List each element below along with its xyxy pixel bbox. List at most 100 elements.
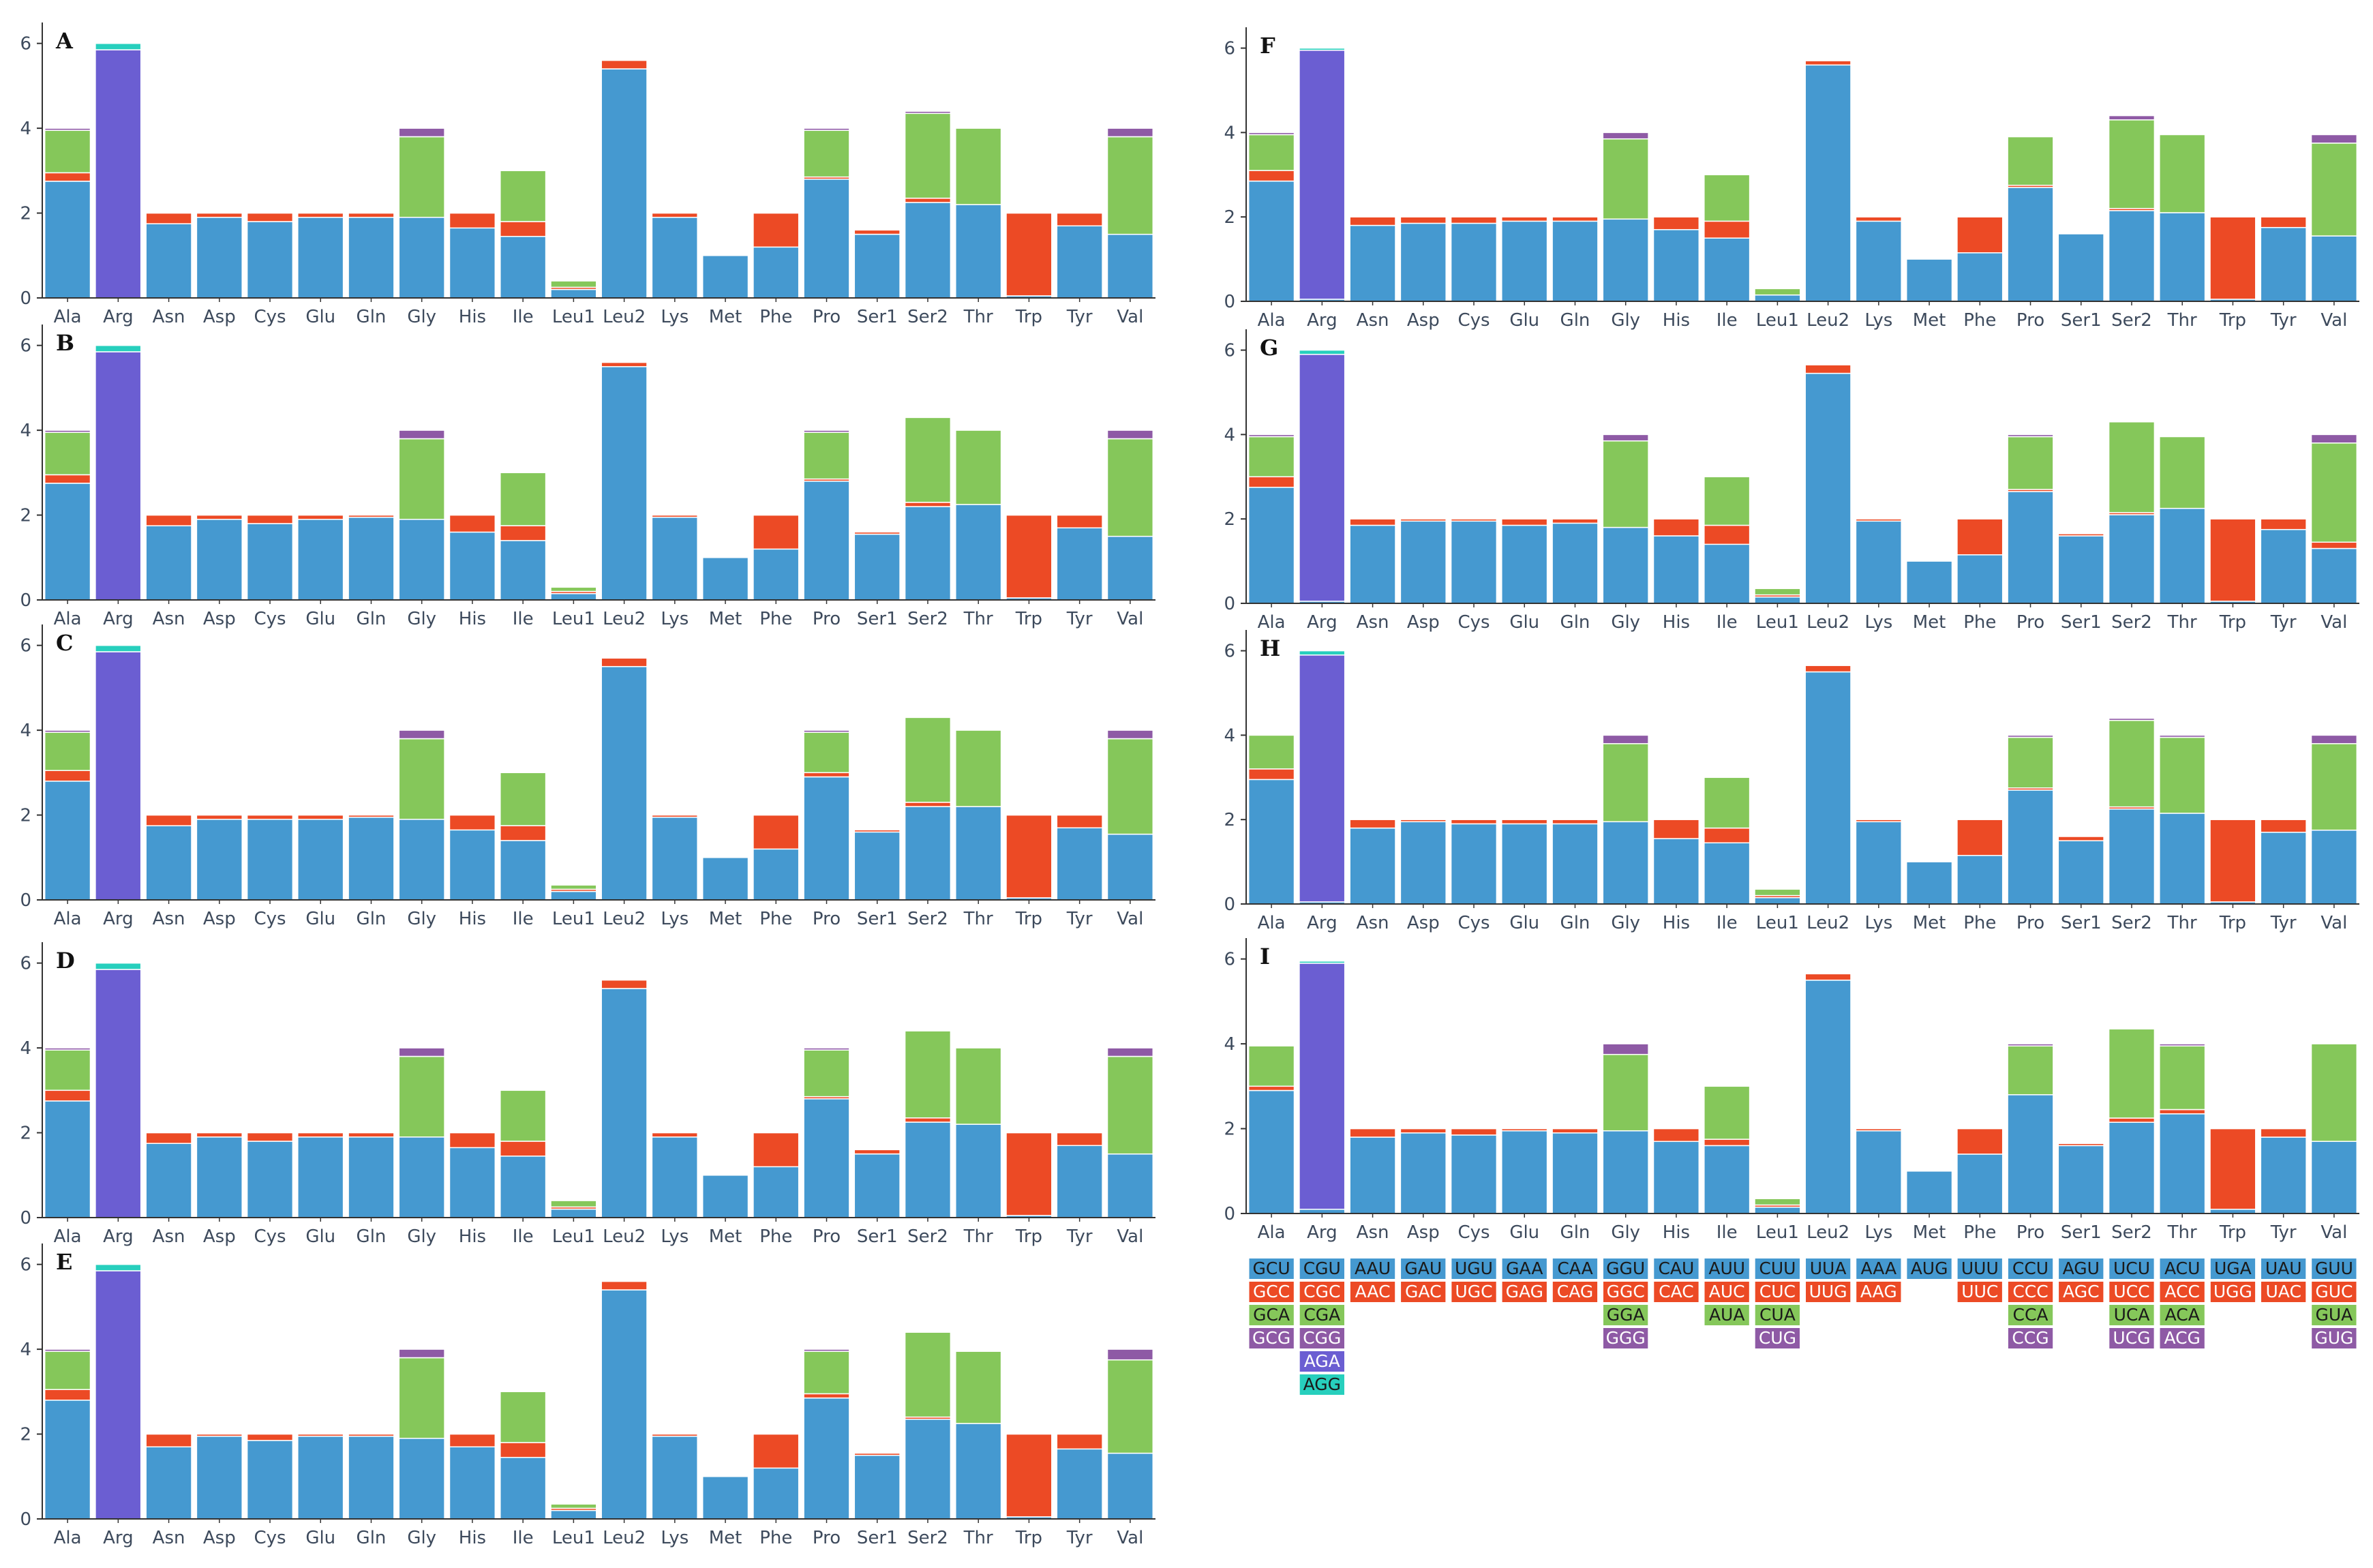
bar-val-seg4 <box>1106 1047 1154 1057</box>
bar-tyr-seg1 <box>2260 226 2307 302</box>
x-tick-label-ser1: Ser1 <box>857 1528 898 1548</box>
bar-cys-seg1 <box>1450 222 1498 302</box>
codon-guc: GUC <box>2312 1282 2357 1302</box>
bar-leu2-seg1 <box>1804 980 1851 1214</box>
bar-val-seg1 <box>1106 535 1154 601</box>
bar-gln-seg2 <box>1552 819 1599 825</box>
bar-glu-seg2 <box>297 514 344 520</box>
codon-uga: UGA <box>2210 1258 2256 1279</box>
x-tick-label-tyr: Tyr <box>2270 913 2297 933</box>
bar-met-seg1 <box>701 1476 749 1520</box>
codon-swatch <box>1755 1328 1800 1348</box>
bar-ser1-seg2 <box>2057 533 2104 537</box>
bar-tyr-seg2 <box>1056 1433 1103 1450</box>
codon-swatch <box>1401 1282 1446 1302</box>
bar-val-seg3 <box>1106 1359 1154 1454</box>
codon-cgc: CGC <box>1299 1282 1344 1302</box>
x-tick-label-cys: Cys <box>1457 913 1490 933</box>
bar-ile-seg2 <box>1704 524 1751 545</box>
x-tick-label-leu2: Leu2 <box>603 909 646 929</box>
panel-label: E <box>56 1249 72 1275</box>
x-tick-label-gln: Gln <box>357 1226 387 1247</box>
bar-glu-seg2 <box>297 1132 344 1138</box>
bar-gln-seg1 <box>348 1136 395 1218</box>
codon-swatch <box>1299 1374 1344 1395</box>
codon-swatch <box>2312 1258 2357 1279</box>
x-tick-label-thr: Thr <box>963 307 993 327</box>
bar-leu1-seg3 <box>550 1503 597 1509</box>
codon-label: UGC <box>1455 1282 1492 1301</box>
y-tick-label: 4 <box>1224 1034 1235 1055</box>
bar-tyr-seg2 <box>2260 819 2307 833</box>
codon-label: CUU <box>1759 1258 1796 1278</box>
bar-cys-seg1 <box>1450 1134 1498 1214</box>
codon-swatch <box>1704 1258 1749 1279</box>
x-tick-label-val: Val <box>2321 913 2347 933</box>
codon-label: AUC <box>1709 1282 1745 1301</box>
x-tick-label-glu: Glu <box>305 1226 335 1247</box>
bar-val-seg1 <box>2310 1141 2358 1214</box>
y-tick-label: 4 <box>1224 725 1235 746</box>
codon-label: UCG <box>2113 1328 2150 1348</box>
codon-ccc: CCC <box>2008 1282 2053 1302</box>
x-tick-label-ser2: Ser2 <box>907 307 948 327</box>
bar-glu-seg2 <box>1501 1128 1548 1132</box>
codon-label: CGG <box>1303 1328 1341 1348</box>
x-tick-label-met: Met <box>709 307 742 327</box>
bar-glu-seg1 <box>1501 524 1548 604</box>
bar-gly-seg3 <box>1602 440 1649 528</box>
bar-pro-seg4 <box>2007 1043 2054 1046</box>
x-tick-label-pro: Pro <box>2016 612 2044 633</box>
codon-label: CUC <box>1759 1282 1796 1301</box>
x-tick-label-ala: Ala <box>1258 1222 1286 1243</box>
x-tick-label-thr: Thr <box>963 609 993 629</box>
bar-phe-seg1 <box>1956 855 2004 905</box>
bar-ala-seg1 <box>1248 1089 1295 1214</box>
codon-cag: CAG <box>1552 1282 1598 1302</box>
bar-thr-seg1 <box>955 1124 1002 1218</box>
x-tick-label-gln: Gln <box>1560 1222 1590 1243</box>
codon-swatch <box>1704 1282 1749 1302</box>
panel-h: 0 2 4 6 Ala Arg Asn Asp Cys Glu Gln Gly His Ile Leu1 Le… <box>1224 630 2359 933</box>
codon-swatch <box>1249 1305 1294 1325</box>
bar-arg-seg6 <box>1299 961 1346 964</box>
y-tick-label: 2 <box>20 806 31 826</box>
x-tick-label-val: Val <box>2321 1222 2347 1243</box>
bar-cys-seg1 <box>1450 520 1498 604</box>
x-tick-label-met: Met <box>709 909 742 929</box>
panel-label: A <box>55 28 74 54</box>
x-tick-label-pro: Pro <box>2016 310 2044 331</box>
x-tick-label-ile: Ile <box>1717 913 1738 933</box>
bar-ser1-seg2 <box>853 1452 901 1456</box>
y-tick-label: 4 <box>20 721 31 741</box>
bar-ser2-seg4 <box>904 110 952 115</box>
codon-label: AGU <box>2063 1258 2100 1278</box>
bar-glu-seg2 <box>1501 518 1548 526</box>
x-tick-label-cys: Cys <box>254 909 286 929</box>
bar-ala-seg2 <box>44 1089 91 1102</box>
bar-ala-seg1 <box>44 1100 91 1218</box>
y-tick-label: 2 <box>20 1124 31 1144</box>
bar-cys-seg2 <box>246 514 294 524</box>
x-tick-label-asp: Asp <box>1407 310 1440 331</box>
x-tick-label-leu2: Leu2 <box>603 1528 646 1548</box>
bar-arg-seg5 <box>95 49 142 299</box>
bar-ile-seg3 <box>500 1089 547 1142</box>
bar-arg-seg5 <box>1299 654 1346 903</box>
x-tick-label-ala: Ala <box>1258 310 1286 331</box>
y-tick-label: 4 <box>20 421 31 441</box>
bar-leu1-seg1 <box>1754 294 1801 302</box>
bar-his-seg1 <box>1652 838 1700 905</box>
bar-asn-seg1 <box>1349 224 1396 302</box>
bar-pro-seg3 <box>803 732 850 774</box>
bar-leu1-seg1 <box>550 890 597 901</box>
x-tick-label-met: Met <box>709 1226 742 1247</box>
bar-leu2-seg2 <box>1804 60 1851 66</box>
bar-gly-seg4 <box>398 127 445 138</box>
codon-swatch <box>2160 1282 2205 1302</box>
x-tick-label-ser1: Ser1 <box>2061 612 2102 633</box>
codon-cac: CAC <box>1654 1282 1699 1302</box>
x-tick-label-ala: Ala <box>54 1528 82 1548</box>
codon-agc: AGC <box>2059 1282 2104 1302</box>
bar-gly-seg3 <box>398 136 445 218</box>
